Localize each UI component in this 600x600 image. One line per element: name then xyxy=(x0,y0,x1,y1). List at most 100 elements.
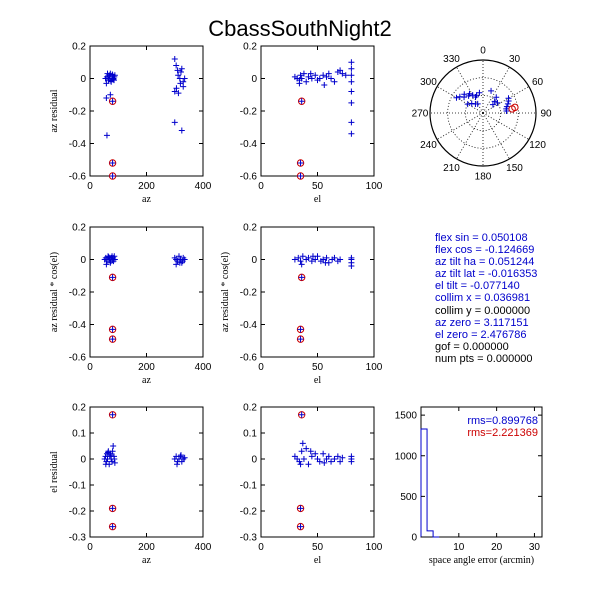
data-point xyxy=(181,454,188,461)
fit-parameters: flex sin = 0.050108 flex cos = -0.124669… xyxy=(435,232,537,365)
data-point xyxy=(299,253,306,260)
y-axis-label: el residual xyxy=(49,451,60,493)
data-point xyxy=(103,95,110,101)
data-point xyxy=(489,101,496,108)
y-tick-label: 0 xyxy=(251,455,257,466)
data-point xyxy=(303,445,310,452)
data-point xyxy=(109,336,116,343)
y-tick-label: -0.6 xyxy=(240,172,258,183)
data-point xyxy=(109,448,116,455)
y-tick-label: -0.4 xyxy=(240,320,258,331)
x-tick-label: 200 xyxy=(138,362,155,373)
x-tick-label: 0 xyxy=(258,542,264,553)
data-point xyxy=(104,70,111,77)
x-axis-label: el xyxy=(314,555,321,566)
data-point xyxy=(171,88,178,95)
y-tick-label: 0 xyxy=(251,255,257,266)
x-tick-label: 50 xyxy=(312,181,324,192)
data-point xyxy=(308,75,315,82)
param-az-zero: az zero = 3.117151 xyxy=(435,316,529,329)
data-point xyxy=(171,56,178,62)
y-tick-label: 0.1 xyxy=(243,429,257,440)
data-point xyxy=(320,72,327,79)
data-point xyxy=(108,172,117,180)
param-flex-sin: flex sin = 0.050108 xyxy=(435,232,528,244)
data-point xyxy=(109,274,116,281)
data-point xyxy=(110,443,117,449)
data-point xyxy=(108,335,117,343)
az-tick-label: 330 xyxy=(443,54,460,65)
az-resid-vs-el-panel: 0 50 100 -0.6 -0.4 -0.2 0 0.2 el xyxy=(240,42,383,206)
y-tick-label: -0.6 xyxy=(69,172,87,183)
data-point xyxy=(308,258,315,265)
data-point xyxy=(111,459,118,466)
data-point xyxy=(298,98,305,105)
data-point xyxy=(174,461,181,468)
axes-frame xyxy=(260,226,375,358)
data-point xyxy=(109,326,116,333)
az-spoke xyxy=(436,112,484,140)
y-tick-label: 0 xyxy=(411,533,417,544)
data-point xyxy=(488,87,495,94)
data-point xyxy=(461,91,468,98)
data-point xyxy=(334,453,341,460)
data-point xyxy=(174,67,181,74)
param-gof: gof = 0.000000 xyxy=(435,340,509,353)
y-tick-label: -0.4 xyxy=(240,139,258,150)
y-tick-label: -0.2 xyxy=(240,107,258,118)
az-tick-label: 240 xyxy=(420,140,437,151)
data-point xyxy=(107,91,114,98)
data-point xyxy=(296,325,305,334)
data-point xyxy=(305,461,312,468)
data-point xyxy=(321,459,328,466)
data-point xyxy=(320,256,327,263)
data-point xyxy=(296,522,305,531)
param-el-zero: el zero = 2.476786 xyxy=(435,328,527,341)
data-point xyxy=(296,458,303,465)
y-tick-label: 0 xyxy=(251,74,257,85)
data-point xyxy=(298,274,305,281)
x-tick-label: 100 xyxy=(366,181,383,192)
data-point xyxy=(312,256,319,263)
data-point xyxy=(108,522,117,531)
y-tick-label: -0.4 xyxy=(69,139,87,150)
histogram-bars xyxy=(420,428,440,538)
data-point xyxy=(342,72,349,79)
y-tick-label: 0.2 xyxy=(72,223,86,234)
param-collim-y: collim y = 0.000000 xyxy=(435,304,531,317)
data-point xyxy=(108,97,117,105)
y-tick-label: 1500 xyxy=(395,411,418,422)
data-point xyxy=(298,411,305,418)
data-point xyxy=(297,258,304,265)
data-point xyxy=(297,273,306,282)
y-tick-label: -0.6 xyxy=(240,353,258,364)
data-point xyxy=(175,72,182,79)
data-point xyxy=(105,449,112,456)
data-point xyxy=(331,78,338,85)
el-ring xyxy=(447,77,519,149)
data-point xyxy=(296,80,303,87)
data-point xyxy=(307,70,314,77)
x-tick-label: 10 xyxy=(453,542,465,553)
data-point xyxy=(312,450,319,457)
data-point xyxy=(103,80,110,87)
x-tick-label: 400 xyxy=(195,181,212,192)
data-point xyxy=(297,523,304,530)
data-point xyxy=(309,253,316,260)
data-point xyxy=(111,456,118,462)
data-point xyxy=(180,78,187,85)
x-tick-label: 0 xyxy=(87,362,93,373)
az-tick-label: 30 xyxy=(509,54,521,65)
data-point xyxy=(108,325,117,334)
data-point xyxy=(328,75,335,82)
y-tick-label: 0.2 xyxy=(72,403,86,414)
data-point xyxy=(348,78,355,85)
axes-frame xyxy=(260,406,375,538)
polar-panel: 0 30 60 90 120 150 180 210 240 270 300 330 xyxy=(412,46,552,183)
az-spoke xyxy=(456,112,484,160)
x-tick-label: 0 xyxy=(258,181,264,192)
data-point xyxy=(291,256,298,263)
data-point xyxy=(179,258,186,265)
az-tick-label: 270 xyxy=(412,109,429,120)
param-el-tilt: el tilt = -0.077140 xyxy=(435,280,520,293)
